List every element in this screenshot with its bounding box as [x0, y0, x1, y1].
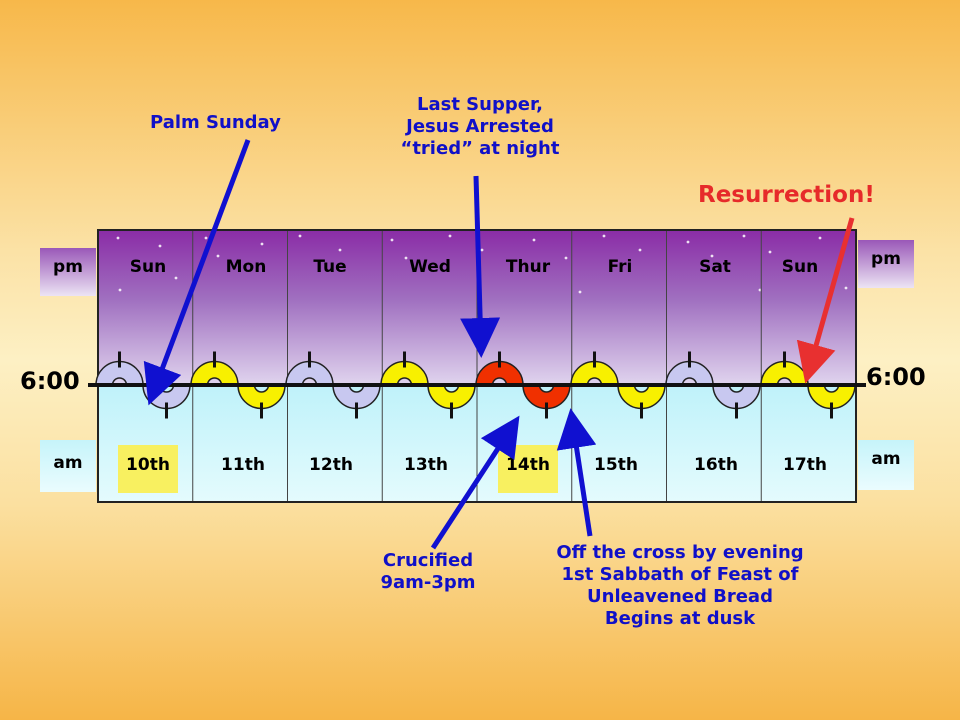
wave-hump-down: [427, 384, 476, 410]
date-highlights: [118, 445, 558, 493]
wave-hump-down: [807, 384, 856, 410]
pm-label-left: pm: [53, 257, 83, 277]
star: [118, 288, 122, 292]
star: [638, 248, 642, 252]
day-date: 11th: [221, 455, 265, 475]
star: [578, 290, 582, 294]
wave-hump-up: [190, 360, 239, 386]
day-name: Sun: [782, 257, 818, 277]
am-box-left: [40, 440, 96, 492]
star: [298, 234, 302, 238]
star: [818, 236, 822, 240]
star: [404, 256, 408, 260]
off-cross-line-1: Off the cross by evening: [556, 542, 804, 563]
star: [844, 286, 848, 290]
wave-hump-up: [570, 360, 619, 386]
off-cross-arrow: [556, 408, 597, 537]
resurrection-label: Resurrection!: [698, 182, 875, 208]
off-cross-line-3: Unleavened Bread: [587, 586, 773, 607]
day-date: 14th: [506, 455, 550, 475]
off-cross-label: Off the cross by evening 1st Sabbath of …: [530, 542, 830, 630]
star: [532, 238, 536, 242]
star: [216, 254, 220, 258]
time-label-left: 6:00: [20, 367, 80, 395]
pm-box-left: [40, 248, 96, 296]
day-name: Thur: [506, 257, 551, 277]
day-name: Wed: [409, 257, 451, 277]
day-night-wave: [95, 360, 856, 410]
palm-sunday-label: Palm Sunday: [150, 112, 281, 134]
palm-sunday-text: Palm Sunday: [150, 112, 281, 133]
day-date: 17th: [783, 455, 827, 475]
resurrection-arrow: [796, 217, 855, 384]
off-cross-line-2: 1st Sabbath of Feast of: [561, 564, 799, 585]
star: [158, 244, 162, 248]
wave-hump-up: [665, 360, 714, 386]
day-name: Sun: [130, 257, 166, 277]
day-dividers: [192, 230, 762, 502]
last-supper-arrow: [460, 175, 501, 358]
star: [174, 276, 178, 280]
resurrection-text: Resurrection!: [698, 182, 875, 208]
day-date: 16th: [694, 455, 738, 475]
last-supper-line-1: Last Supper,: [416, 94, 544, 115]
wave-hump-up: [380, 360, 429, 386]
am-label-right: am: [871, 449, 900, 469]
star: [204, 236, 208, 240]
star: [448, 234, 452, 238]
crucified-line-1: Crucified: [382, 550, 474, 571]
wave-hump-up: [285, 360, 334, 386]
crucified-arrow: [430, 415, 520, 550]
night-stars: [116, 234, 848, 294]
wave-hump-down: [237, 384, 286, 410]
star: [480, 248, 484, 252]
star: [686, 240, 690, 244]
day-date: 13th: [404, 455, 448, 475]
last-supper-line-3: “tried” at night: [400, 138, 560, 159]
date-highlight: [118, 445, 178, 493]
last-supper-line-2: Jesus Arrested: [406, 116, 554, 137]
wave-hump-down: [712, 384, 761, 410]
day-date: 10th: [126, 455, 170, 475]
star: [260, 242, 264, 246]
off-cross-line-4: Begins at dusk: [604, 608, 756, 629]
day-name: Fri: [608, 257, 633, 277]
wave-hump-down: [617, 384, 666, 410]
star: [338, 248, 342, 252]
last-supper-label: Last Supper, Jesus Arrested “tried” at n…: [380, 94, 580, 160]
pm-label-right: pm: [871, 249, 901, 269]
wave-hump-down: [522, 384, 571, 410]
day-name: Tue: [313, 257, 346, 277]
star: [390, 238, 394, 242]
am-box-right: [858, 440, 914, 490]
day-labels: Sun Mon Tue Wed Thur Fri Sat Sun: [130, 257, 818, 277]
star: [564, 256, 568, 260]
pm-box-right: [858, 240, 914, 288]
star: [758, 288, 762, 292]
star: [768, 250, 772, 254]
wave-hump-down: [332, 384, 381, 410]
date-labels: 10th 11th 12th 13th 14th 15th 16th 17th: [126, 455, 827, 475]
star: [742, 234, 746, 238]
wave-hump-up: [475, 360, 524, 386]
star: [602, 234, 606, 238]
day-name: Sat: [699, 257, 731, 277]
crucified-label: Crucified 9am-3pm: [362, 550, 494, 594]
star: [116, 236, 120, 240]
time-label-right: 6:00: [866, 363, 926, 391]
crucified-line-2: 9am-3pm: [380, 572, 476, 593]
palm-sunday-arrow: [143, 139, 251, 406]
day-name: Mon: [226, 257, 267, 277]
star: [710, 254, 714, 258]
day-date: 12th: [309, 455, 353, 475]
wave-hump-up: [95, 360, 144, 386]
am-label-left: am: [53, 453, 82, 473]
day-date: 15th: [594, 455, 638, 475]
